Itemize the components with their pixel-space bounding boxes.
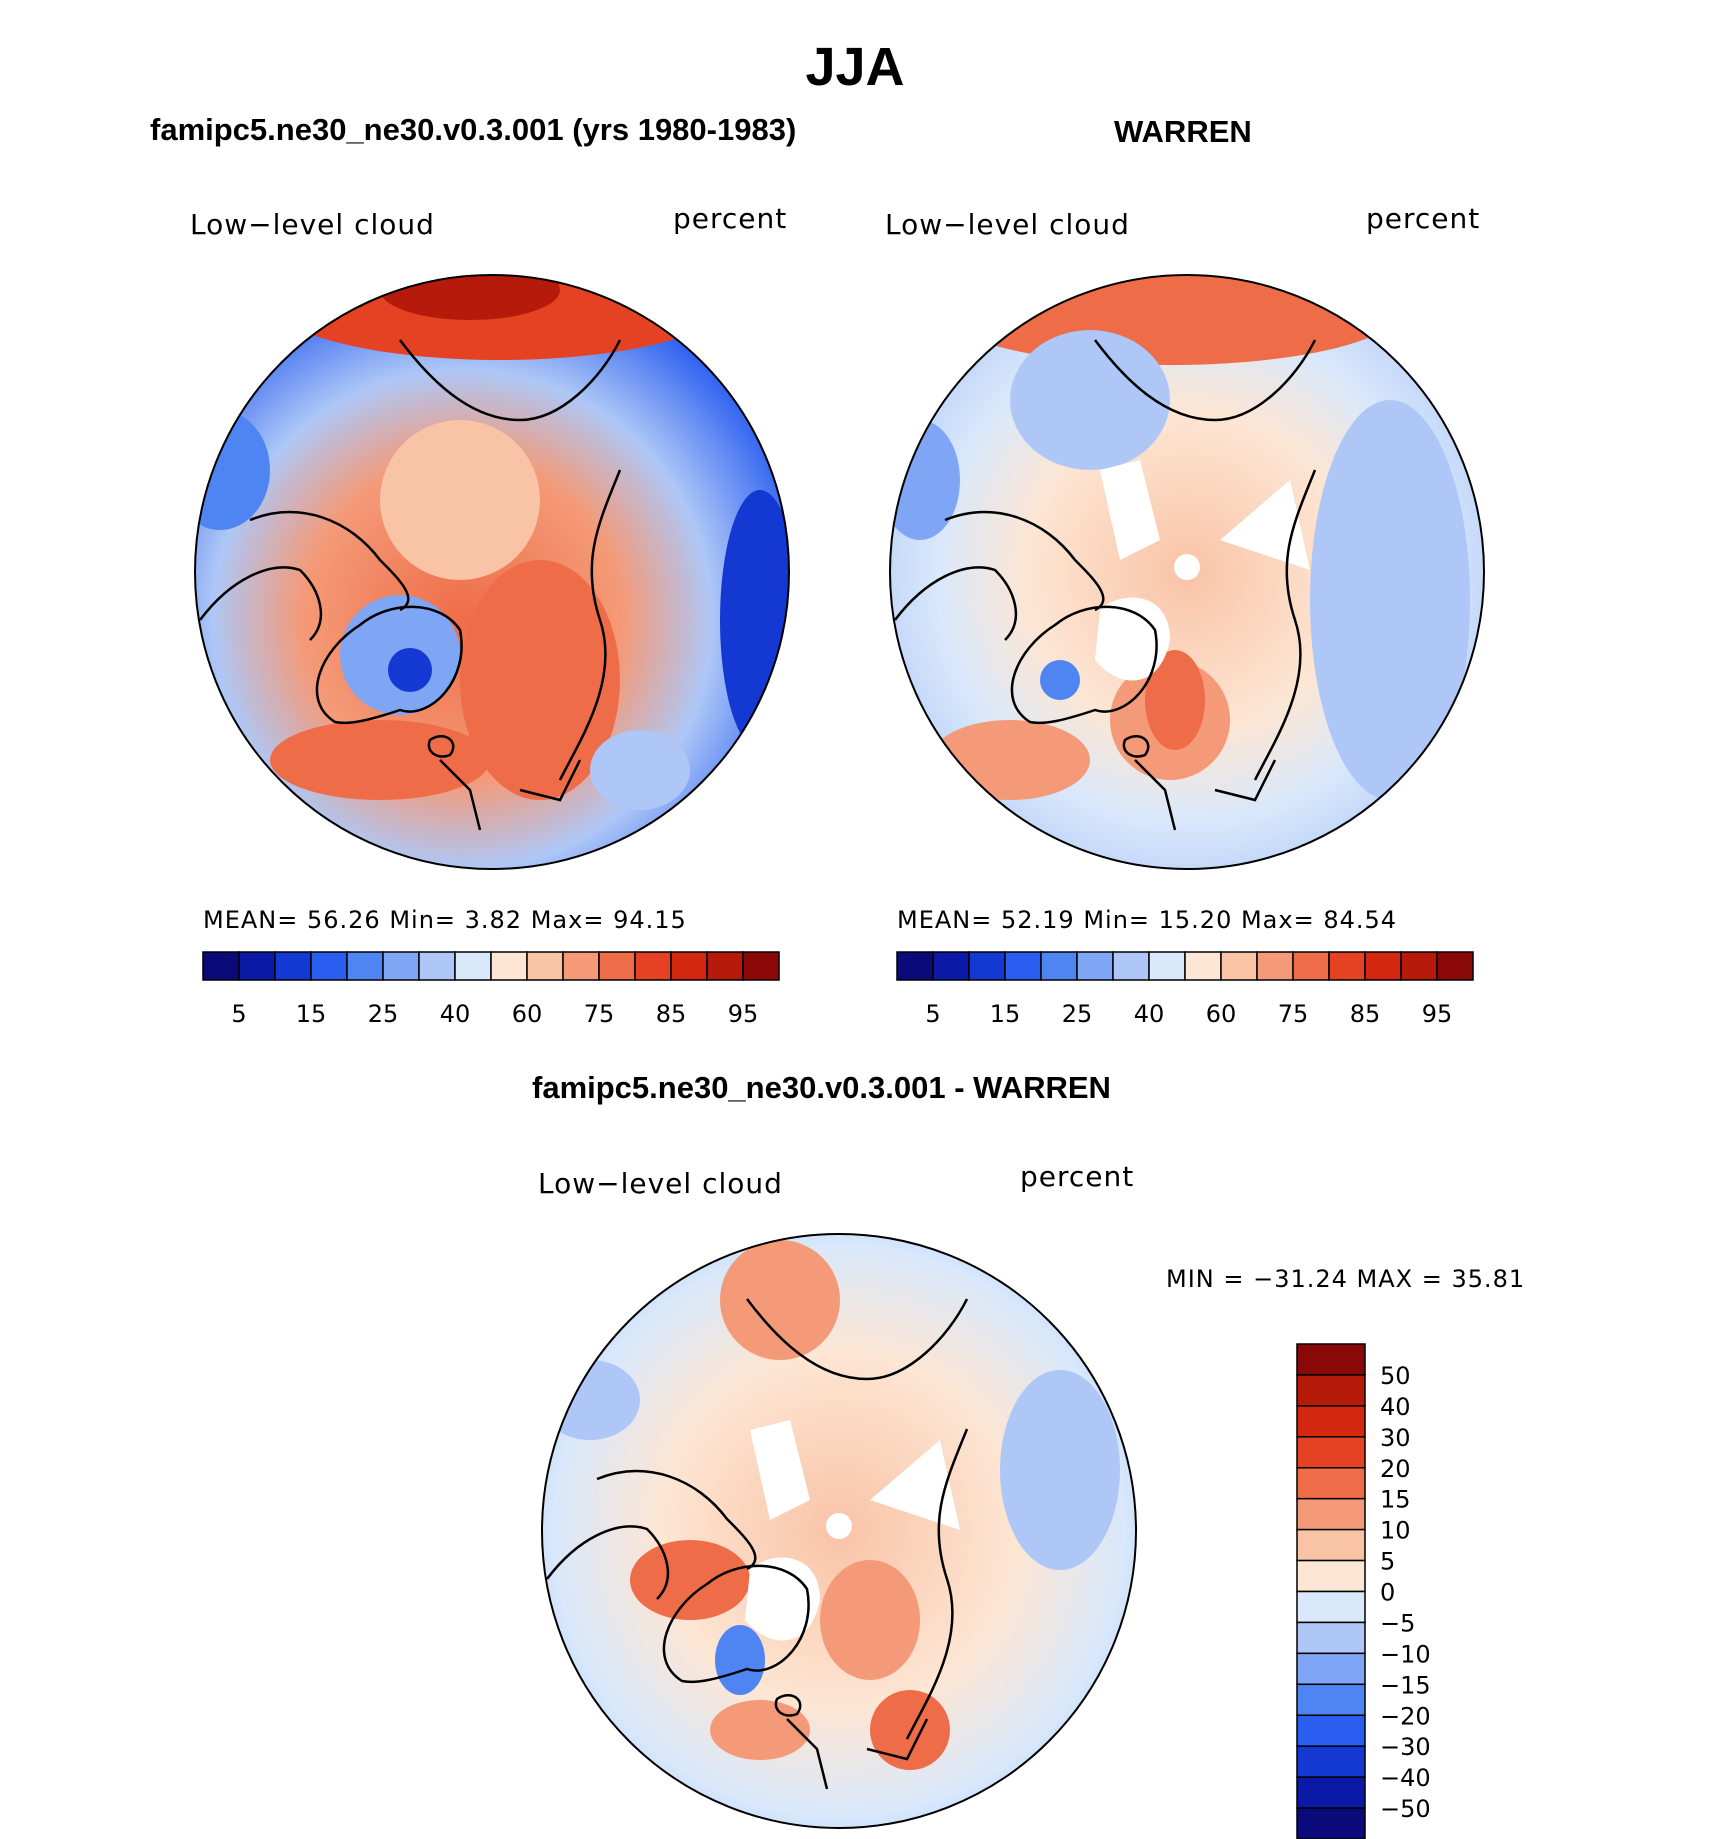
colorbar-box-1-2	[274, 951, 312, 981]
colorbar-box-1-9	[526, 951, 564, 981]
colorbar-box-1-13	[670, 951, 708, 981]
colorbar-box-2-12	[1328, 951, 1366, 981]
colorbar-tick-label: −50	[1380, 1795, 1431, 1823]
colorbar-tick-label: 25	[1062, 1000, 1093, 1028]
colorbar-box-1-12	[634, 951, 672, 981]
panel1-map	[194, 274, 790, 870]
colorbar-tick-label: 85	[1350, 1000, 1381, 1028]
colorbar-tick-label: 0	[1380, 1579, 1395, 1607]
colorbar-tick-label: 15	[296, 1000, 327, 1028]
colorbar-box-2-0	[896, 951, 934, 981]
colorbar-box-1-14	[706, 951, 744, 981]
panel1-variable-label: Low−level cloud	[190, 208, 435, 241]
colorbar-box-1-7	[454, 951, 492, 981]
colorbar-tick-label: 25	[368, 1000, 399, 1028]
colorbar-box-1-8	[490, 951, 528, 981]
colorbar-box-2-13	[1364, 951, 1402, 981]
colorbar-box-2-5	[1076, 951, 1114, 981]
colorbar-tick-label: 5	[925, 1000, 940, 1028]
colorbar-box-2-10	[1256, 951, 1294, 981]
colorbar-tick-label: 40	[440, 1000, 471, 1028]
colorbar-tick-label: 95	[1422, 1000, 1453, 1028]
panel1-title: famipc5.ne30_ne30.v0.3.001 (yrs 1980-198…	[150, 112, 797, 147]
colorbar-box-1-6	[418, 951, 456, 981]
colorbar-box-3-2	[1296, 1405, 1366, 1438]
colorbar-box-3-10	[1296, 1652, 1366, 1686]
colorbar-tick-label: −5	[1380, 1609, 1415, 1637]
colorbar-box-3-4	[1296, 1467, 1366, 1500]
colorbar-tick-label: −20	[1380, 1702, 1431, 1730]
colorbar-box-3-13	[1296, 1745, 1366, 1778]
colorbar-box-1-1	[238, 951, 276, 981]
colorbar-box-1-15	[742, 951, 780, 981]
panel1-colorbar: 5 15 25 40 60 75 85 95	[202, 951, 780, 1028]
panel3-variable-label: Low−level cloud	[538, 1167, 783, 1200]
colorbar-box-2-14	[1400, 951, 1438, 981]
panel3-units-label: percent	[1020, 1160, 1135, 1193]
colorbar-box-3-12	[1296, 1714, 1366, 1747]
colorbar-tick-label: 95	[728, 1000, 759, 1028]
colorbar-box-2-11	[1292, 951, 1330, 981]
colorbar-box-1-3	[310, 951, 348, 981]
colorbar-box-2-1	[932, 951, 970, 981]
colorbar-box-1-10	[562, 951, 600, 981]
colorbar-box-2-15	[1436, 951, 1474, 981]
colorbar-tick-label: −30	[1380, 1733, 1431, 1761]
colorbar-box-3-3	[1296, 1436, 1366, 1469]
colorbar-box-2-3	[1004, 951, 1042, 981]
colorbar-tick-label: 40	[1380, 1393, 1411, 1421]
colorbar-box-3-1	[1296, 1374, 1366, 1407]
colorbar-box-3-7	[1296, 1559, 1366, 1593]
colorbar-tick-label: 20	[1380, 1455, 1411, 1483]
colorbar-box-3-0	[1296, 1343, 1366, 1376]
panel3-stats: MIN = −31.24 MAX = 35.81	[1166, 1265, 1526, 1293]
panel2-map	[889, 274, 1485, 870]
colorbar-tick-label: 50	[1380, 1362, 1411, 1390]
colorbar-tick-label: 15	[990, 1000, 1021, 1028]
panel1-units-label: percent	[673, 202, 788, 235]
colorbar-box-1-5	[382, 951, 420, 981]
colorbar-tick-label: 5	[231, 1000, 246, 1028]
panel1-stats: MEAN= 56.26 Min= 3.82 Max= 94.15	[203, 906, 687, 934]
colorbar-box-3-11	[1296, 1683, 1366, 1716]
colorbar-box-1-11	[598, 951, 636, 981]
panel2-colorbar: 5 15 25 40 60 75 85 95	[896, 951, 1474, 1028]
colorbar-tick-label: −10	[1380, 1640, 1431, 1668]
colorbar-tick-label: 75	[584, 1000, 615, 1028]
colorbar-tick-label: 75	[1278, 1000, 1309, 1028]
colorbar-tick-label: −15	[1380, 1671, 1431, 1699]
colorbar-box-2-8	[1184, 951, 1222, 981]
panel2-title: WARREN	[1114, 114, 1252, 149]
colorbar-box-2-2	[968, 951, 1006, 981]
colorbar-box-3-6	[1296, 1528, 1366, 1562]
colorbar-box-1-0	[202, 951, 240, 981]
colorbar-tick-label: 15	[1380, 1486, 1411, 1514]
colorbar-tick-label: 60	[1206, 1000, 1237, 1028]
colorbar-box-2-7	[1148, 951, 1186, 981]
colorbar-box-2-9	[1220, 951, 1258, 981]
panel3-map	[541, 1233, 1137, 1829]
colorbar-tick-label: 85	[656, 1000, 687, 1028]
colorbar-box-2-4	[1040, 951, 1078, 981]
colorbar-box-3-15	[1296, 1807, 1366, 1839]
panel2-variable-label: Low−level cloud	[885, 208, 1130, 241]
colorbar-box-3-14	[1296, 1776, 1366, 1809]
colorbar-tick-label: 5	[1380, 1548, 1395, 1576]
colorbar-box-3-9	[1296, 1621, 1366, 1655]
colorbar-tick-label: 10	[1380, 1517, 1411, 1545]
colorbar-box-3-8	[1296, 1590, 1366, 1624]
panel2-stats: MEAN= 52.19 Min= 15.20 Max= 84.54	[897, 906, 1398, 934]
panel3-title: famipc5.ne30_ne30.v0.3.001 - WARREN	[532, 1070, 1111, 1105]
colorbar-box-3-5	[1296, 1497, 1366, 1531]
colorbar-tick-label: 40	[1134, 1000, 1165, 1028]
panel2-units-label: percent	[1366, 202, 1481, 235]
colorbar-box-2-6	[1112, 951, 1150, 981]
colorbar-tick-label: −40	[1380, 1764, 1431, 1792]
figure-title: JJA	[805, 37, 905, 97]
colorbar-box-1-4	[346, 951, 384, 981]
colorbar-tick-label: 30	[1380, 1424, 1411, 1452]
colorbar-tick-label: 60	[512, 1000, 543, 1028]
